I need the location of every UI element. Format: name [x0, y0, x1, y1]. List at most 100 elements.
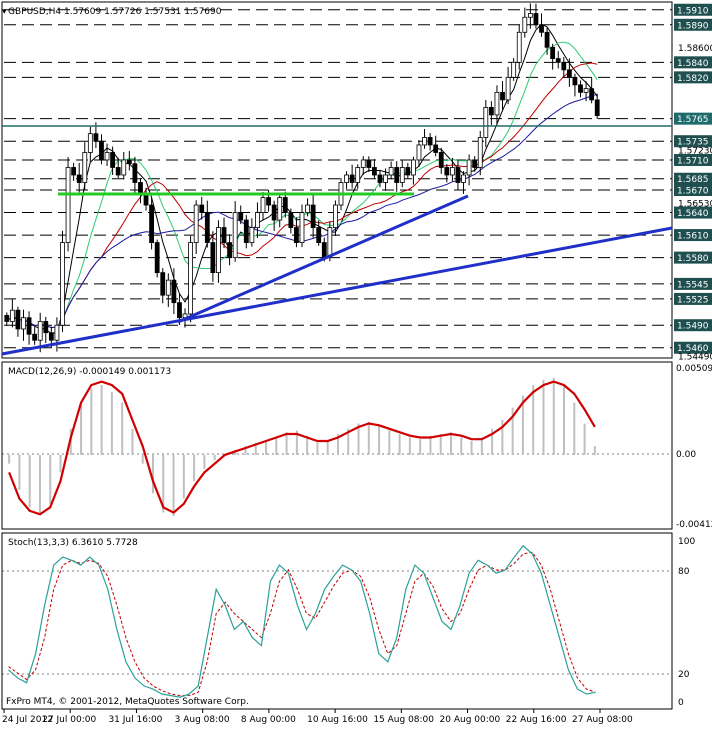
candle-body	[349, 174, 355, 183]
candle-body	[65, 167, 71, 243]
level-label-bg	[674, 184, 712, 197]
candle-body	[171, 279, 177, 304]
candle-body	[578, 84, 583, 93]
level-label: 1.5460	[677, 344, 709, 354]
stoch-tick-80: 80	[678, 567, 690, 577]
candle-body	[177, 302, 182, 319]
level-label-bg	[674, 172, 712, 185]
level-label-bg	[674, 3, 712, 16]
price-tick: 1.56530	[678, 199, 712, 209]
candle-body	[255, 212, 260, 228]
candle-body	[277, 197, 283, 221]
level-label-bg	[674, 56, 712, 69]
level-label-bg	[674, 341, 712, 354]
candle-body	[327, 227, 333, 259]
candle-body	[494, 91, 500, 116]
candle-body	[299, 212, 305, 243]
x-tick-label: 31 Jul 16:00	[108, 715, 162, 725]
candle-body	[193, 204, 199, 243]
candle-body	[160, 272, 166, 296]
candle-body	[282, 197, 288, 213]
candle-body	[321, 242, 327, 259]
candle-body	[138, 182, 143, 195]
candle-body	[221, 227, 227, 243]
level-label-bg	[674, 112, 712, 125]
stoch-signal-line	[8, 551, 596, 697]
price-tick: 1.58600	[678, 44, 712, 54]
level-label: 1.5490	[677, 322, 709, 332]
candle-body	[561, 61, 567, 71]
level-label: 1.5710	[677, 156, 709, 166]
candle-body	[360, 159, 366, 168]
candle-body	[505, 76, 511, 101]
level-label-bg	[674, 319, 712, 332]
x-tick-label: 3 Aug 08:00	[175, 715, 230, 725]
candle-body	[333, 204, 338, 228]
candle-body	[32, 333, 38, 341]
candle-body	[366, 159, 372, 168]
candle-body	[37, 321, 43, 341]
candle-body	[438, 152, 444, 168]
level-label: 1.5685	[677, 175, 709, 185]
candle-body	[266, 197, 271, 206]
level-label: 1.5525	[677, 295, 709, 305]
candle-body	[461, 174, 466, 183]
level-label: 1.5545	[677, 280, 709, 290]
candle-body	[533, 13, 539, 26]
candle-body	[4, 315, 10, 322]
long-trendline[interactable]	[1, 226, 673, 356]
candle-body	[126, 159, 132, 165]
candle-body	[388, 167, 394, 176]
candle-body	[411, 159, 416, 176]
macd-title: MACD(12,26,9) -0.000149 0.001173	[8, 367, 171, 377]
x-tick-label: 8 Aug 00:00	[241, 715, 296, 725]
candle-body	[500, 91, 505, 101]
candle-body	[149, 204, 155, 243]
stoch-tick-0: 0	[678, 698, 684, 708]
candle-body	[589, 88, 595, 101]
candle-body	[566, 69, 572, 78]
candle-body	[132, 163, 138, 183]
level-label-bg	[674, 251, 712, 264]
candle-body	[238, 212, 244, 221]
candle-body	[477, 137, 483, 168]
candle-body	[188, 242, 193, 315]
candle-body	[394, 167, 400, 183]
candle-body	[165, 279, 171, 296]
candle-body	[488, 106, 494, 116]
x-tick-label: 15 Aug 08:00	[373, 715, 434, 725]
candle-body	[449, 167, 455, 176]
candle-body	[572, 76, 578, 86]
price-panel[interactable]	[1, 1, 673, 359]
level-label-bg	[674, 229, 712, 242]
candle-body	[232, 212, 238, 259]
candle-body	[60, 242, 65, 326]
chart-menu-icon[interactable]: ▾	[2, 7, 7, 17]
candle-body	[48, 332, 54, 341]
candle-body	[422, 137, 427, 146]
copyright-footer: FxPro MT4, © 2001-2012, MetaQuotes Softw…	[6, 697, 249, 707]
candle-body	[87, 133, 93, 153]
candle-body	[99, 140, 104, 161]
candle-body	[433, 144, 439, 153]
macd-histogram	[8, 378, 596, 517]
price-tick: 1.57230	[678, 147, 712, 157]
candle-body	[227, 242, 232, 259]
level-label: 1.5765	[677, 115, 709, 125]
short-trendline[interactable]	[177, 194, 469, 324]
stochastic-panel[interactable]	[1, 532, 673, 710]
candle-body	[522, 16, 528, 33]
candle-body	[104, 152, 110, 161]
x-tick-label: 24 Jul 2012	[2, 715, 53, 725]
candle-body	[405, 167, 411, 176]
candle-body	[71, 167, 77, 176]
stoch-main-line	[8, 544, 596, 698]
candle-body	[527, 13, 533, 18]
candle-body	[316, 227, 322, 243]
candle-body	[26, 317, 32, 335]
level-label-bg	[674, 153, 712, 166]
macd-tick-bottom: -0.004127	[676, 520, 712, 530]
